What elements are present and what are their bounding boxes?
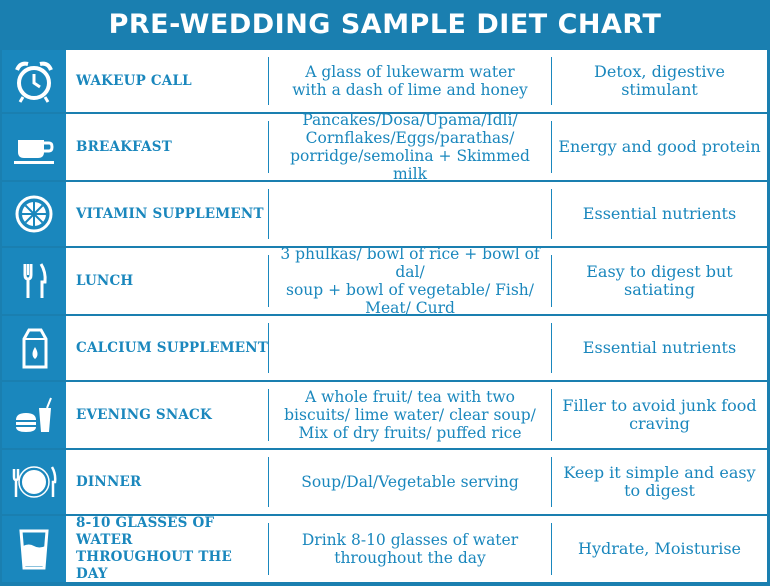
lemon-slice-icon <box>2 182 66 246</box>
diet-rows: WAKEUP CALL A glass of lukewarm water wi… <box>2 48 767 584</box>
meal-content <box>269 182 551 246</box>
meal-benefit: Filler to avoid junk food craving <box>562 396 757 433</box>
chart-title: PRE-WEDDING SAMPLE DIET CHART <box>108 8 662 40</box>
meal-benefit: Detox, digestive stimulant <box>594 62 725 99</box>
diet-row-wakeup: WAKEUP CALL A glass of lukewarm water wi… <box>2 50 767 112</box>
meal-label: WAKEUP CALL <box>76 72 192 89</box>
alarm-clock-icon <box>2 50 66 112</box>
divider <box>551 255 552 307</box>
diet-row-evening-snack: EVENING SNACK A whole fruit/ tea with tw… <box>2 382 767 448</box>
divider <box>268 457 269 507</box>
divider <box>551 57 552 105</box>
divider <box>268 523 269 575</box>
meal-label: 8-10 GLASSES OF WATER THROUGHOUT THE DAY <box>76 515 233 582</box>
diet-row-calcium: CALCIUM SUPPLEMENT Essential nutrients <box>2 316 767 380</box>
meal-label: LUNCH <box>76 272 134 289</box>
diet-row-water: 8-10 GLASSES OF WATER THROUGHOUT THE DAY… <box>2 515 767 582</box>
fork-knife-icon <box>2 248 66 314</box>
meal-content: A glass of lukewarm water with a dash of… <box>292 63 528 99</box>
divider <box>268 255 269 307</box>
coffee-cup-icon <box>2 114 66 180</box>
divider <box>268 389 269 441</box>
meal-benefit: Easy to digest but satiating <box>586 262 733 299</box>
divider <box>268 57 269 105</box>
meal-label: CALCIUM SUPPLEMENT <box>76 339 269 356</box>
meal-label: DINNER <box>76 473 142 490</box>
meal-content: Pancakes/Dosa/Upama/Idli/ Cornflakes/Egg… <box>290 111 530 183</box>
meal-content: Drink 8-10 glasses of water throughout t… <box>301 531 519 567</box>
milk-carton-icon <box>2 316 66 380</box>
meal-benefit: Essential nutrients <box>582 204 737 223</box>
divider <box>551 189 552 239</box>
diet-row-lunch: LUNCH 3 phulkas/ bowl of rice + bowl of … <box>2 245 767 317</box>
meal-benefit: Energy and good protein <box>558 137 761 156</box>
meal-content: A whole fruit/ tea with two biscuits/ li… <box>284 388 536 442</box>
divider <box>268 121 269 173</box>
divider <box>268 323 269 373</box>
diet-row-breakfast: BREAKFAST Pancakes/Dosa/Upama/Idli/ Corn… <box>2 111 767 183</box>
meal-label: VITAMIN SUPPLEMENT <box>76 205 264 222</box>
meal-content: Soup/Dal/Vegetable serving <box>301 473 519 491</box>
meal-benefit: Hydrate, Moisturise <box>577 539 741 558</box>
meal-benefit: Essential nutrients <box>582 338 737 357</box>
divider <box>551 457 552 507</box>
burger-drink-icon <box>2 382 66 448</box>
divider <box>551 121 552 173</box>
meal-label: BREAKFAST <box>76 138 172 155</box>
diet-row-dinner: DINNER Soup/Dal/Vegetable serving Keep i… <box>2 450 767 514</box>
water-glass-icon <box>2 516 66 582</box>
divider <box>551 323 552 373</box>
meal-content <box>269 316 551 380</box>
meal-label: EVENING SNACK <box>76 406 212 423</box>
meal-benefit: Keep it simple and easy to digest <box>563 463 756 500</box>
divider <box>268 189 269 239</box>
divider <box>551 389 552 441</box>
meal-content: 3 phulkas/ bowl of rice + bowl of dal/ s… <box>280 245 540 317</box>
divider <box>551 523 552 575</box>
plate-cutlery-icon <box>2 450 66 514</box>
diet-row-vitamin: VITAMIN SUPPLEMENT Essential nutrients <box>2 182 767 246</box>
